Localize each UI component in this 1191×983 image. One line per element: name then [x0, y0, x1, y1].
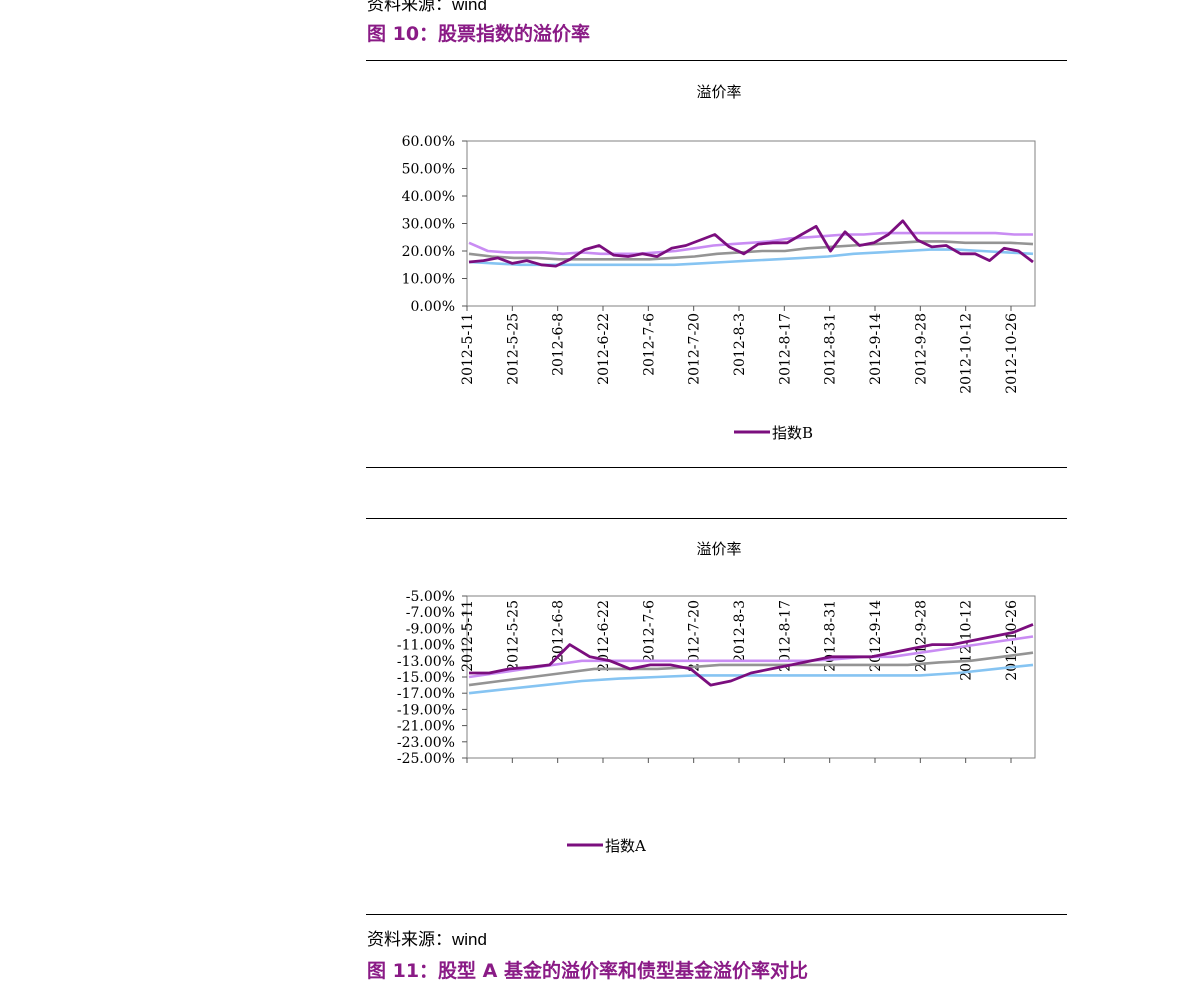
source-label: 资料来源：	[367, 0, 452, 15]
y-tick-label: 30.00%	[402, 217, 455, 233]
x-tick-label: 2012-7-20	[687, 313, 703, 385]
x-tick-label: 2012-10-26	[1004, 313, 1020, 394]
x-tick-label: 2012-9-28	[913, 313, 929, 385]
x-tick-label: 2012-8-31	[823, 600, 839, 672]
y-tick-label: 50.00%	[402, 162, 455, 178]
series-line-1	[468, 231, 1033, 256]
x-tick-label: 2012-6-22	[596, 313, 612, 385]
x-tick-label: 2012-8-3	[732, 313, 748, 376]
y-tick-label: -13.00%	[397, 654, 455, 670]
y-tick-label: 0.00%	[411, 299, 455, 315]
x-tick-label: 2012-6-8	[551, 600, 567, 663]
figure-bottom-rule	[366, 467, 1067, 468]
x-tick-label: 2012-6-22	[596, 600, 612, 672]
y-tick-label: -25.00%	[397, 751, 455, 767]
y-tick-label: -5.00%	[406, 589, 455, 605]
x-tick-label: 2012-9-14	[868, 600, 884, 672]
x-tick-label: 2012-8-17	[777, 313, 793, 385]
source-value: wind	[452, 930, 487, 949]
chart-title: 溢价率	[696, 540, 741, 558]
chart2-bottom-rule	[366, 914, 1067, 915]
x-tick-label: 2012-7-20	[687, 600, 703, 672]
series-line-main	[469, 623, 1034, 687]
x-tick-label: 2012-7-6	[641, 313, 657, 376]
figure-top-rule	[366, 60, 1067, 61]
x-tick-label: 2012-9-28	[913, 600, 929, 672]
y-tick-label: 20.00%	[402, 244, 455, 260]
legend-label: 指数A	[605, 837, 646, 855]
chart-title: 溢价率	[696, 83, 741, 101]
chart2-top-rule	[366, 518, 1067, 519]
x-tick-label: 2012-5-25	[505, 313, 521, 385]
x-tick-label: 2012-7-6	[641, 600, 657, 663]
x-tick-label: 2012-9-14	[868, 313, 884, 385]
series-line-2	[468, 240, 1034, 261]
y-tick-label: -19.00%	[397, 702, 455, 718]
y-tick-label: 60.00%	[402, 134, 455, 150]
y-tick-label: -23.00%	[397, 735, 455, 751]
x-tick-label: 2012-5-11	[460, 313, 476, 385]
y-tick-label: -17.00%	[397, 686, 455, 702]
bottom-source-note: 资料来源：wind	[367, 925, 487, 950]
series-line-main	[468, 219, 1034, 268]
source-value: wind	[452, 0, 487, 14]
x-tick-label: 2012-10-12	[959, 313, 975, 394]
figure-10-title: 图 10：股票指数的溢价率	[367, 23, 591, 45]
y-tick-label: -7.00%	[406, 605, 455, 621]
series-line-2	[468, 651, 1034, 687]
x-tick-label: 2012-8-17	[777, 600, 793, 672]
series-line-3	[468, 663, 1034, 695]
legend-label: 指数B	[772, 424, 813, 442]
series-line-1	[468, 635, 1034, 679]
y-tick-label: -11.00%	[397, 638, 455, 654]
x-tick-label: 2012-8-31	[823, 313, 839, 385]
y-tick-label: 40.00%	[402, 189, 455, 205]
y-tick-label: 10.00%	[402, 272, 455, 288]
y-tick-label: -15.00%	[397, 670, 455, 686]
series-line-3	[468, 248, 1034, 267]
y-tick-label: -9.00%	[406, 621, 455, 637]
source-label: 资料来源：	[367, 930, 452, 950]
x-tick-label: 2012-5-25	[505, 600, 521, 672]
x-tick-label: 2012-5-11	[460, 600, 476, 672]
top-source-note: 资料来源：wind	[367, 0, 487, 15]
x-tick-label: 2012-8-3	[732, 600, 748, 663]
x-tick-label: 2012-6-8	[551, 313, 567, 376]
y-tick-label: -21.00%	[397, 719, 455, 735]
